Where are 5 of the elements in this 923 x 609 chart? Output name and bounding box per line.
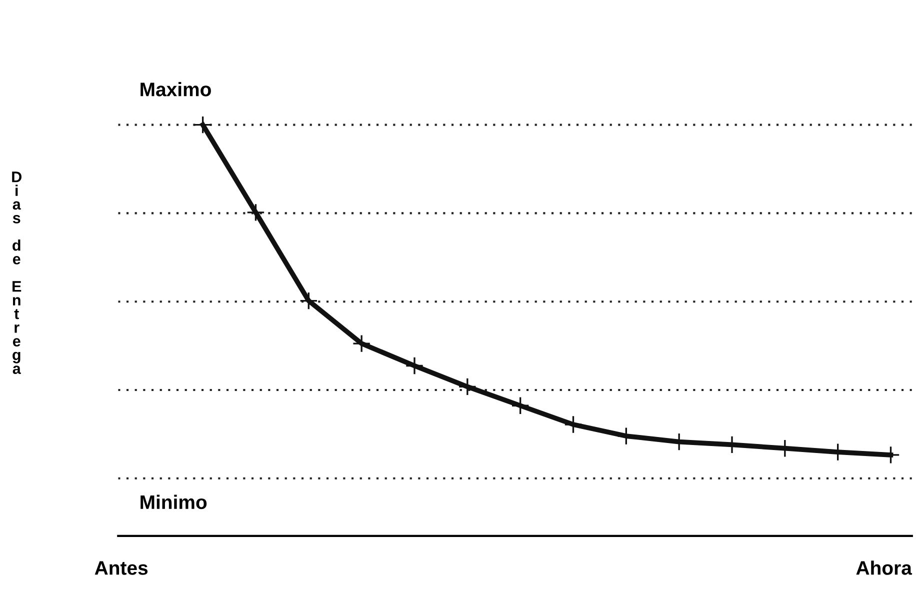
text: Antes <box>94 561 148 575</box>
text: Maximo <box>140 82 211 96</box>
text: Ahora <box>856 560 912 575</box>
text: Dias de Entrega <box>12 172 22 374</box>
annotation: Minimo <box>140 494 207 510</box>
